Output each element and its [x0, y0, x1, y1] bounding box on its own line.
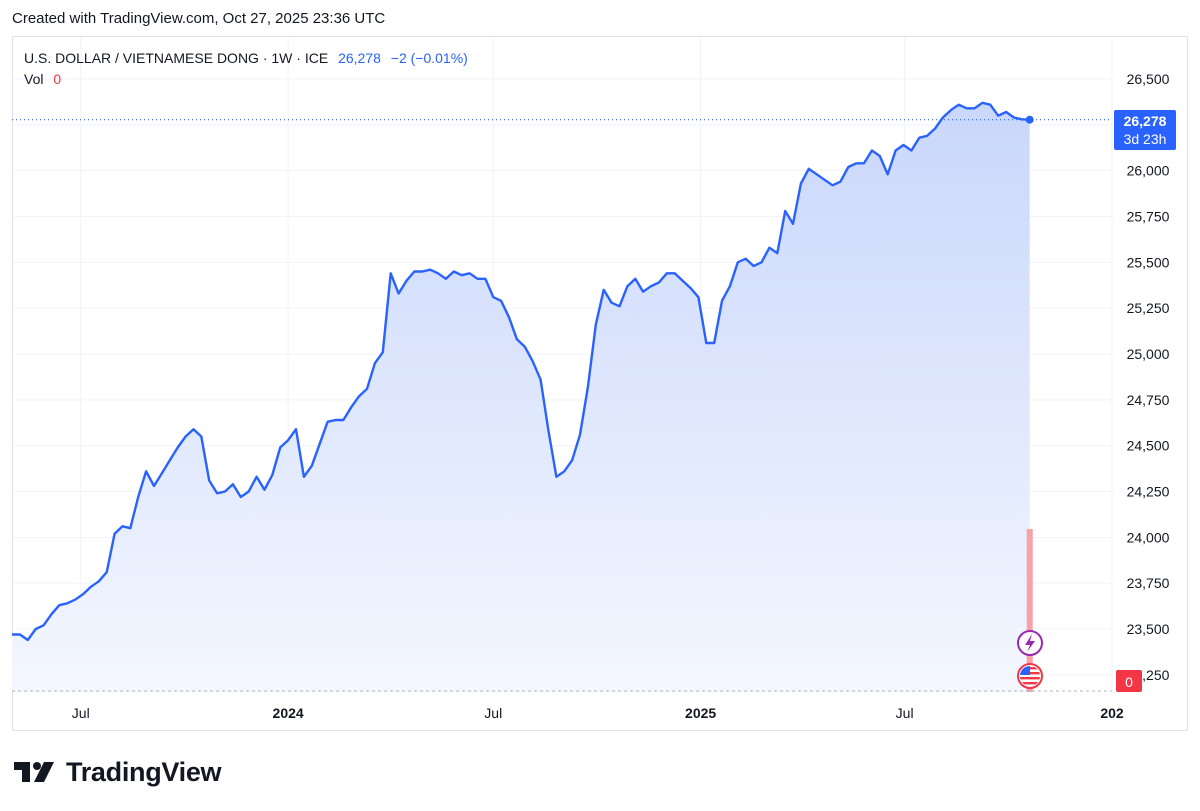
last-price-dot [1025, 115, 1034, 124]
price-axis: 23,25023,50023,75024,00024,25024,50024,7… [1127, 71, 1170, 683]
y-tick-label: 24,750 [1127, 392, 1170, 408]
volume-bars [1026, 529, 1033, 692]
legend-volume-value: 0 [53, 71, 62, 87]
x-tick-label: Jul [72, 705, 90, 721]
tradingview-logo-icon [14, 762, 54, 782]
legend-symbol[interactable]: U.S. DOLLAR / VIETNAMESE DONG · 1W · ICE [24, 50, 329, 66]
y-tick-label: 25,500 [1127, 254, 1170, 270]
volume-bar [1026, 529, 1033, 692]
lightning-event-icon[interactable] [1017, 630, 1043, 656]
time-axis: Jul 2024 Jul 2025 Jul 202 [72, 705, 1124, 721]
chart-legend: U.S. DOLLAR / VIETNAMESE DONG · 1W · ICE… [24, 48, 468, 90]
volume-badge-value: 0 [1125, 674, 1133, 690]
brand-name: TradingView [66, 756, 222, 787]
volume-badge: 0 [1116, 670, 1142, 692]
x-tick-label: 2025 [685, 705, 716, 721]
legend-volume-row: Vol 0 [24, 69, 468, 90]
price-label-value: 26,278 [1124, 113, 1167, 129]
price-label-badge: 26,278 3d 23h [1114, 110, 1176, 150]
y-tick-label: 25,750 [1127, 209, 1170, 225]
y-tick-label: 26,000 [1127, 163, 1170, 179]
y-tick-label: 24,250 [1127, 484, 1170, 500]
y-tick-label: 24,000 [1127, 529, 1170, 545]
x-tick-label: Jul [896, 705, 914, 721]
legend-change: −2 (−0.01%) [390, 50, 468, 66]
footer-brand: TradingView [14, 752, 222, 792]
price-line [12, 101, 1030, 642]
legend-price: 26,278 [338, 50, 381, 66]
y-tick-label: 23,500 [1127, 621, 1170, 637]
legend-symbol-row: U.S. DOLLAR / VIETNAMESE DONG · 1W · ICE… [24, 48, 468, 69]
price-area-fill [12, 102, 1030, 693]
y-tick-label: 23,750 [1127, 575, 1170, 591]
price-label-countdown: 3d 23h [1124, 131, 1167, 147]
legend-volume-label[interactable]: Vol [24, 71, 44, 87]
x-tick-label: Jul [484, 705, 502, 721]
y-tick-label: 25,250 [1127, 300, 1170, 316]
y-tick-label: 26,500 [1127, 71, 1170, 87]
y-tick-label: 25,000 [1127, 346, 1170, 362]
x-tick-label: 2024 [273, 705, 304, 721]
us-flag-event-icon[interactable] [1017, 663, 1043, 689]
y-tick-label: 24,500 [1127, 438, 1170, 454]
chart-caption: Created with TradingView.com, Oct 27, 20… [12, 10, 386, 27]
x-tick-label: 202 [1100, 705, 1124, 721]
